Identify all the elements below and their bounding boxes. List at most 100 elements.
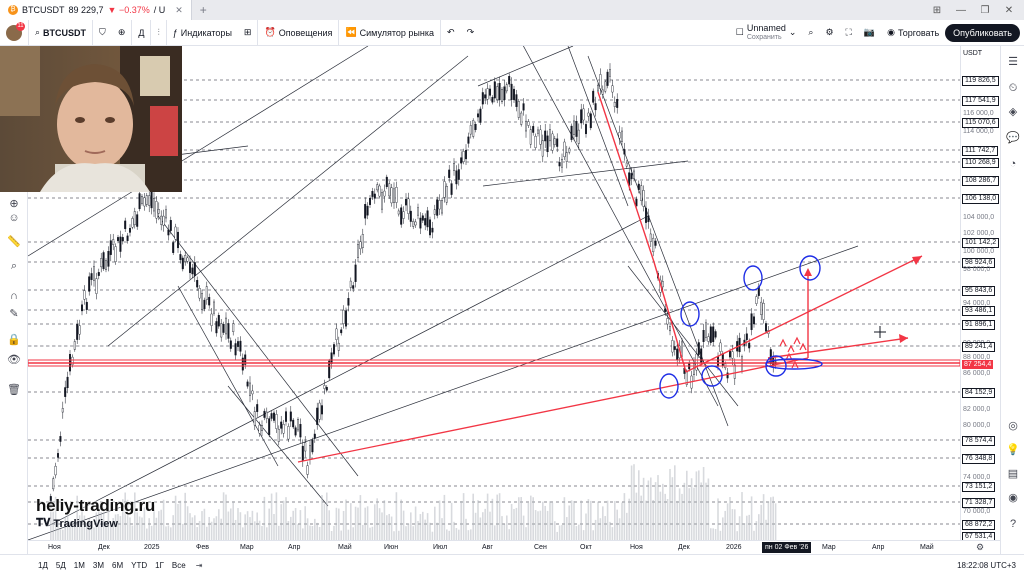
calendar-icon[interactable]: ▤ [1007,468,1019,480]
candle-body [719,342,722,352]
candle-body [196,280,199,288]
avatar[interactable]: 11 [6,21,25,41]
browser-tab[interactable]: ₿ BTCUSDT 89 229,7 ▼ −0.37% / U ✕ [0,0,192,20]
ideas-icon[interactable]: ◔ [1009,158,1017,170]
indicators-button[interactable]: ƒ Индикаторы [167,20,238,46]
candle-body [645,207,648,223]
target-icon[interactable]: ◎ [1008,420,1018,432]
clock[interactable]: 18:22:08 UTC+3 [957,561,1016,570]
candle-body [479,108,482,123]
volume-bar [498,493,501,540]
chevron-down-icon: ⌄ [788,27,797,37]
candle-body [613,102,616,107]
trend-line [47,215,649,527]
candle-body [260,425,263,431]
layers-icon[interactable]: ◈ [1008,106,1018,118]
zoom-in-icon[interactable]: ⊕ [9,198,19,210]
trend-line [227,385,329,507]
webcam-image [0,46,182,192]
volume-bar [678,488,681,540]
close-tab-icon[interactable]: ✕ [175,4,183,15]
volume-bar [95,512,98,540]
symbol-search[interactable]: ⌕ BTCUSDT [29,19,94,46]
volume-bar [681,493,683,540]
candle-body [390,187,393,204]
close-window-icon[interactable]: ✕ [1004,4,1014,16]
redo-button[interactable]: ↷ [461,20,481,46]
candle-body [705,322,708,338]
publish-button[interactable]: Опубликовать [945,23,1020,42]
zoom-icon[interactable]: ⌕ [10,260,18,272]
volume-bar [81,502,83,540]
candle-body [400,207,403,225]
layout-menu[interactable]: ☐ Unnamed Сохранить ⌄ [730,20,803,46]
lock-draw-icon[interactable]: ✎ [9,308,19,320]
magnet-icon[interactable]: ∩ [10,290,18,302]
candle-body [337,342,340,351]
snapshot-button[interactable]: 📷 [858,20,881,46]
volume-bar [249,517,251,540]
trend-line [28,245,859,540]
range-button[interactable]: 1Г [155,561,164,570]
user-menu[interactable]: 11 [0,19,29,46]
candle-body [373,193,376,199]
minimize-icon[interactable]: — [956,4,966,16]
candle-body [95,278,98,294]
emoji-icon[interactable]: ☺ [8,212,20,224]
time-scale[interactable]: Ноя Дек 2025 Фев Мар Апр Май Июн Июл Авг Сен Окт Ноя… [28,540,1000,554]
notifications-icon[interactable]: ◉ [1008,492,1018,504]
range-button[interactable]: Все [171,561,186,570]
chat-icon[interactable]: 💬 [1006,132,1020,144]
currency-label[interactable]: USDT [963,50,983,57]
alerts-clock-icon[interactable]: ⏲ [1008,82,1018,94]
interval-button[interactable]: Д [132,19,152,46]
price-level-label: 95 843,6 [962,286,996,296]
trash-icon[interactable]: 🗑 [7,384,21,396]
range-button[interactable]: 5Д [55,561,66,570]
range-button[interactable]: 6М [112,561,124,570]
alerts-button[interactable]: ⏰ Оповещения [258,19,340,46]
candle-body [477,113,480,118]
eye-icon[interactable]: 👁 [7,354,21,366]
candle-body [143,197,146,207]
compare-button[interactable]: ⛉ [93,20,112,46]
templates-button[interactable]: ⊞ [238,19,259,46]
volume-bar [342,510,345,540]
volume-bar [381,512,383,540]
candle-body [169,220,172,231]
trade-button[interactable]: ◉ Торговать [881,20,945,46]
add-symbol-button[interactable]: ⊕ [112,19,133,46]
volume-bar [90,524,93,540]
volume-bar [285,497,287,540]
fullscreen-button[interactable]: ⛶ [840,20,858,46]
range-button[interactable]: 1Д [38,561,48,570]
range-button[interactable]: YTD [131,561,148,570]
new-tab-button[interactable]: + [199,3,207,17]
settings-button[interactable]: ⚙ [819,20,839,46]
settings-gear-icon[interactable]: ⚙ [976,542,985,552]
volume-bar [170,527,172,540]
maximize-icon[interactable]: ❐ [980,4,990,16]
candle-body [714,331,717,338]
volume-bar [414,506,417,540]
undo-button[interactable]: ↶ [441,20,461,46]
ruler-icon[interactable]: 📏 [7,236,21,248]
help-icon[interactable]: ? [1009,518,1017,530]
range-button[interactable]: 1М [73,561,85,570]
price-level-label: 86 000,0 [963,370,991,377]
chart-pane[interactable] [28,46,960,540]
lightbulb-icon[interactable]: 💡 [1006,444,1020,456]
goto-date-icon[interactable]: ⇥ [195,561,203,570]
replay-button[interactable]: ⏪ Симулятор рынка [339,19,442,46]
volume-bar [417,520,419,540]
lock-icon[interactable]: 🔒 [7,334,21,346]
range-button[interactable]: 3М [92,561,104,570]
volume-bar [642,477,645,540]
watchlist-icon[interactable]: ☰ [1008,56,1018,68]
time-axis-label: Июл [433,544,448,551]
quick-search-button[interactable]: ⌕ [802,20,819,46]
layout-icon[interactable]: ⊞ [932,4,942,16]
chart-type-button[interactable]: ⫶ [151,19,167,46]
price-scale[interactable]: USDT 119 826,5 117 541,9 116 000,0 115 070,… [960,46,1000,542]
volume-bar [54,496,57,540]
